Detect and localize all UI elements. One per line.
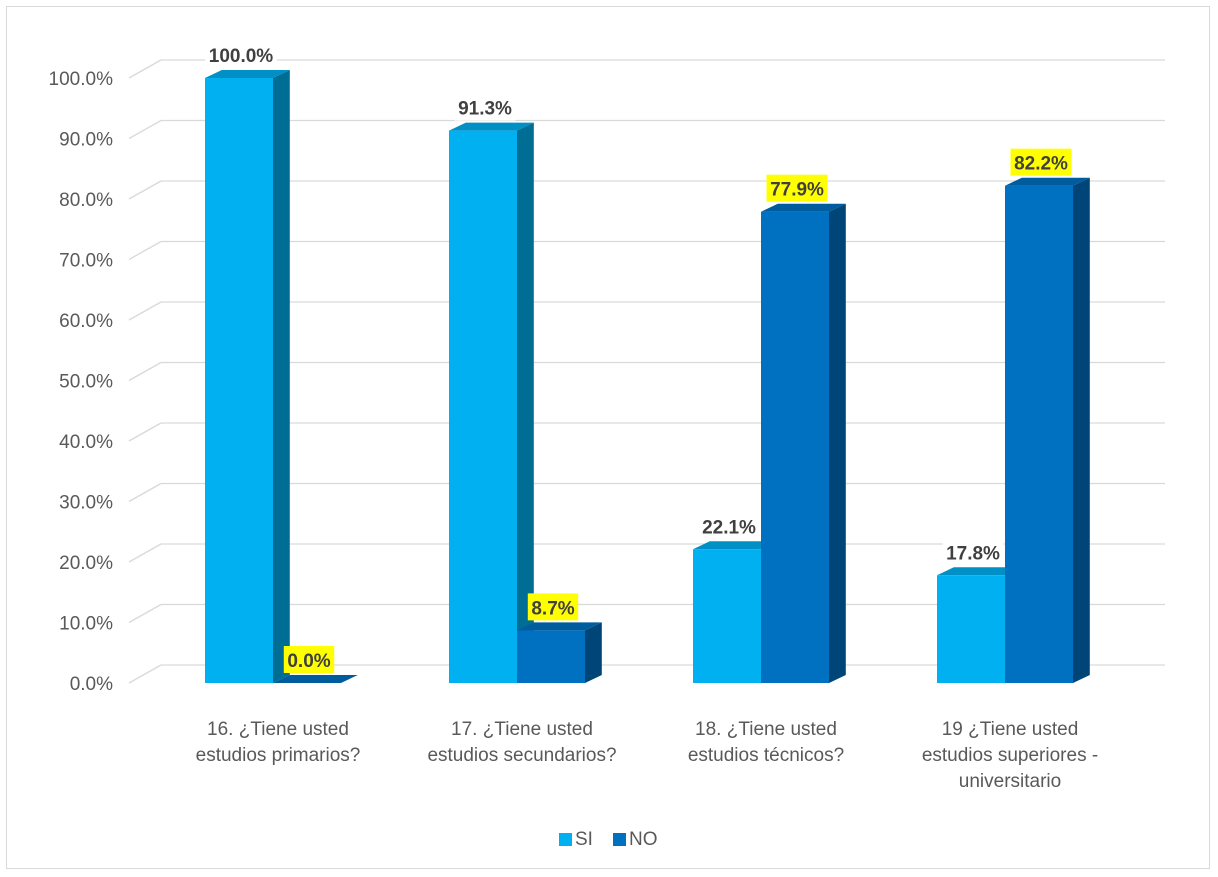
bar-no [1005,185,1073,683]
y-tick-label: 60.0% [59,311,113,332]
x-category-label-line: universitario [959,771,1061,792]
bar-chart: 0.0% 10.0% 20.0% 30.0% 40.0% 50.0% 60.0% 70.0% 8… [49,41,1165,850]
data-label-highlight [1010,148,1072,176]
bar-top-no [273,675,358,683]
y-tick-label: 50.0% [59,372,113,393]
legend-label-no: NO [629,829,658,850]
bar-top-si [449,122,534,131]
gridline-depth [128,240,162,261]
data-label-highlight [283,646,335,673]
x-category-label: 16. ¿Tiene usted estudios primarios? [196,719,361,766]
y-tick-label: 100.0% [49,69,114,90]
legend-swatch-si [559,833,572,846]
bar-no [761,211,829,683]
y-tick-label: 70.0% [59,251,113,272]
bar-top-si [693,541,778,550]
data-label-background [205,41,277,68]
x-category-label-line: estudios secundarios? [427,745,616,766]
data-label: 17.8% [946,543,1000,564]
bar-si [693,549,761,683]
bar-top-no [517,622,602,631]
data-label: 82.2% [1014,154,1068,175]
x-category-label-line: estudios técnicos? [688,745,844,766]
gridline-depth [128,543,162,563]
gridline-depth [128,361,162,382]
data-label: 91.3% [458,99,512,120]
x-category-label: 17. ¿Tiene usted estudios secundarios? [427,719,616,766]
data-label-background [454,93,516,121]
gridline-depth [128,180,162,200]
bar-side-no [585,622,602,683]
bar-si [937,575,1005,683]
data-label: 100.0% [209,46,274,67]
x-category-label-line: 18. ¿Tiene usted [695,719,837,740]
y-tick-label: 80.0% [59,190,113,211]
bar-top-si [205,70,290,78]
bar-top-no [1005,177,1090,186]
bar-side-no [1073,177,1090,683]
legend-swatch-no [613,833,626,846]
gridline-depth [128,119,162,140]
gridline-depth [128,664,162,684]
bar-no [517,630,585,683]
gridline-depth [128,301,162,321]
x-category-label-line: estudios superiores - [922,745,1098,766]
x-category-label-line: 17. ¿Tiene usted [451,719,593,740]
x-category-label: 19 ¿Tiene usted estudios superiores - univ… [922,719,1098,792]
x-category-label: 18. ¿Tiene usted estudios técnicos? [688,719,844,766]
y-tick-label: 10.0% [59,614,113,635]
bar-si [449,130,517,683]
x-category-label-line: 16. ¿Tiene usted [207,719,349,740]
bar-si [205,78,273,683]
y-tick-label: 30.0% [59,493,113,514]
gridline-depth [128,482,162,503]
legend-label-si: SI [575,829,593,850]
data-label-highlight [527,593,579,621]
y-tick-label: 20.0% [59,553,113,574]
chart-frame: 0.0% 10.0% 20.0% 30.0% 40.0% 50.0% 60.0% 70.0% 8… [6,6,1210,869]
data-label: 0.0% [287,651,330,672]
data-label-highlight [766,174,828,202]
data-label-background [942,538,1004,566]
y-tick-label: 40.0% [59,432,113,453]
x-category-label-line: estudios primarios? [196,745,361,766]
bar-side-no [829,203,846,683]
bar-top-si [937,567,1022,576]
bar-top-no [761,203,846,212]
y-tick-label: 90.0% [59,130,113,151]
bar-side-si [517,122,534,683]
y-tick-label: 0.0% [70,674,113,695]
data-label: 8.7% [531,598,574,619]
bar-side-si [273,70,290,683]
gridline-depth [128,59,162,79]
gridline-depth [128,422,162,442]
data-label: 77.9% [770,180,824,201]
x-category-label-line: 19 ¿Tiene usted [942,719,1079,740]
gridline-depth [128,603,162,624]
data-label-background [698,512,760,540]
data-label: 22.1% [702,517,756,538]
